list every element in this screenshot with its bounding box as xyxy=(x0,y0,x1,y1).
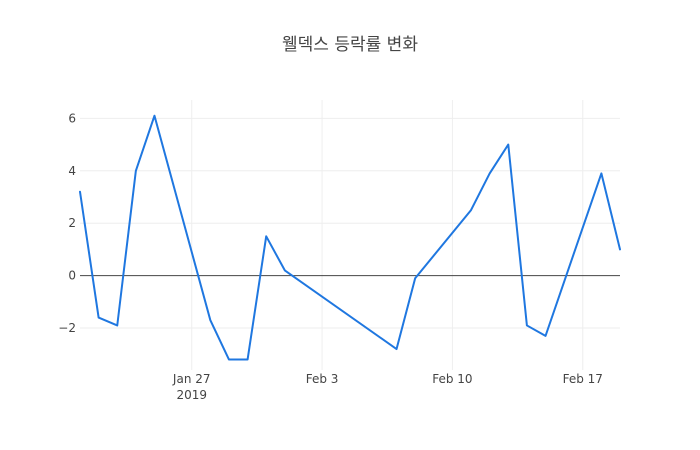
x-tick-sublabel: 2019 xyxy=(176,388,207,402)
x-tick-label: Feb 17 xyxy=(563,372,603,386)
y-tick-label: 2 xyxy=(68,216,76,230)
series-layer xyxy=(79,114,621,361)
axis-labels-layer: Jan 27 2019 Feb 3 Feb 10 Feb 17 −2 0 2 4 6 xyxy=(58,111,603,402)
series-line xyxy=(79,114,621,361)
x-tick-label: Feb 3 xyxy=(306,372,339,386)
y-tick-label: 6 xyxy=(68,111,76,125)
y-tick-label: 0 xyxy=(68,269,76,283)
x-tick-label: Feb 10 xyxy=(432,372,472,386)
chart-title: 웰덱스 등락률 변화 xyxy=(282,35,418,55)
y-tick-label: −2 xyxy=(58,321,76,335)
y-tick-label: 4 xyxy=(68,164,76,178)
x-tick-label: Jan 27 xyxy=(172,372,211,386)
